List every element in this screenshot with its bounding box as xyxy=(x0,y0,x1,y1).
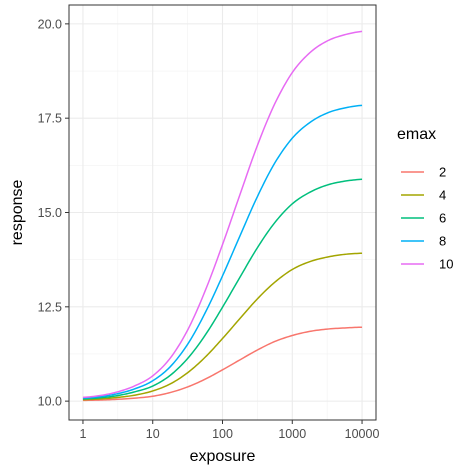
x-tick-label: 1 xyxy=(79,427,86,441)
y-tick-label: 10.0 xyxy=(38,395,62,409)
plot-panel xyxy=(68,4,377,421)
legend-label-emax-6: 6 xyxy=(439,211,446,226)
x-tick-label: 10 xyxy=(146,427,160,441)
legend-label-emax-4: 4 xyxy=(439,188,446,203)
y-tick-label: 17.5 xyxy=(38,112,62,126)
series-line-emax-8 xyxy=(82,104,363,399)
y-axis: 10.0 12.5 15.0 17.5 20.0 xyxy=(38,17,69,409)
legend-title: emax xyxy=(397,126,436,143)
legend-label-emax-8: 8 xyxy=(439,234,446,249)
series-line-emax-4 xyxy=(82,252,363,401)
y-tick-label: 12.5 xyxy=(38,300,62,314)
x-tick-label: 1000 xyxy=(278,427,306,441)
series-line-emax-2 xyxy=(82,326,363,402)
x-axis-title: exposure xyxy=(190,448,256,465)
series-line-emax-10 xyxy=(82,30,363,399)
legend: emax 2 4 6 8 10 xyxy=(397,126,453,272)
series-line-emax-6 xyxy=(82,178,363,400)
x-axis: 1 10 100 1000 10000 xyxy=(79,420,379,441)
x-tick-label: 100 xyxy=(212,427,233,441)
x-tick-label: 10000 xyxy=(345,427,380,441)
legend-label-emax-10: 10 xyxy=(439,257,453,272)
y-tick-label: 15.0 xyxy=(38,206,62,220)
y-tick-label: 20.0 xyxy=(38,17,62,31)
y-axis-title: response xyxy=(9,179,26,245)
legend-label-emax-2: 2 xyxy=(439,165,446,180)
